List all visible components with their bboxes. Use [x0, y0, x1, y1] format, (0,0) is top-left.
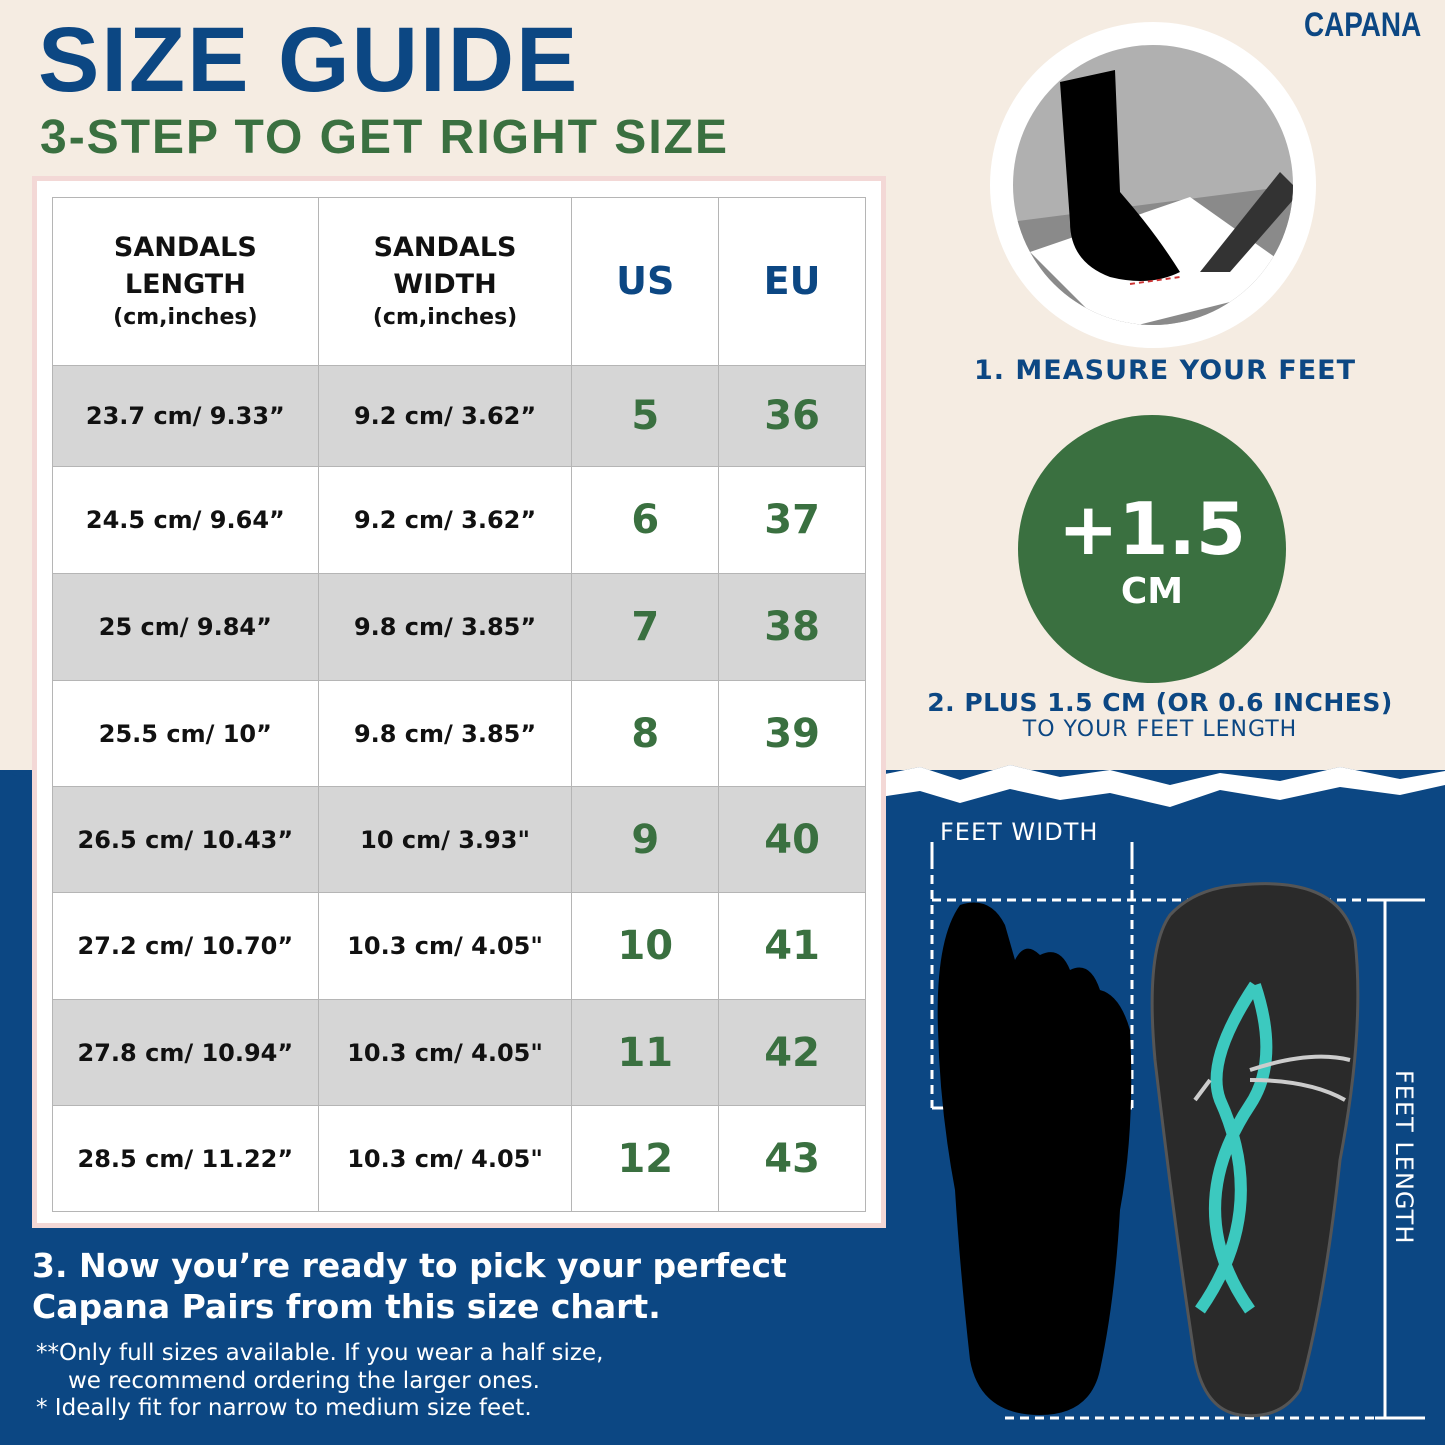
table-row: 27.8 cm/ 10.94” 10.3 cm/ 4.05" 11 42 [52, 999, 866, 1106]
width-cell: 10.3 cm/ 4.05" [317, 999, 573, 1106]
measure-feet-illustration [990, 22, 1316, 348]
plus-badge: +1.5 CM [1018, 415, 1286, 683]
header-eu: EU [718, 197, 866, 366]
us-size-cell: 10 [571, 892, 720, 1000]
feet-width-label: FEET WIDTH [940, 818, 1099, 846]
table-row: 24.5 cm/ 9.64” 9.2 cm/ 3.62” 6 37 [52, 466, 866, 574]
table-row: 25.5 cm/ 10” 9.8 cm/ 3.85” 8 39 [52, 680, 866, 787]
note-2: * Ideally fit for narrow to medium size … [36, 1395, 532, 1422]
length-cell: 25.5 cm/ 10” [52, 680, 319, 787]
length-cell: 26.5 cm/ 10.43” [52, 786, 319, 893]
us-size-cell: 12 [571, 1105, 720, 1212]
eu-size-cell: 41 [718, 892, 866, 1000]
header-length: SANDALS LENGTH (cm,inches) [52, 197, 319, 366]
us-size-cell: 5 [571, 365, 720, 467]
step-1-label: 1. MEASURE YOUR FEET [973, 355, 1357, 386]
note-1: **Only full sizes available. If you wear… [36, 1340, 604, 1366]
width-cell: 10.3 cm/ 4.05" [317, 892, 573, 1000]
notes: **Only full sizes available. If you wear… [36, 1340, 603, 1423]
eu-size-cell: 37 [718, 466, 866, 574]
width-cell: 9.2 cm/ 3.62” [317, 365, 573, 467]
eu-size-cell: 43 [718, 1105, 866, 1212]
header-us: US [571, 197, 720, 366]
us-size-cell: 11 [571, 999, 720, 1106]
width-cell: 9.2 cm/ 3.62” [317, 466, 573, 574]
step-2-line-1: 2. PLUS 1.5 CM (OR 0.6 INCHES) [927, 688, 1393, 717]
table-row: 25 cm/ 9.84” 9.8 cm/ 3.85” 7 38 [52, 573, 866, 681]
feet-length-label: FEET LENGTH [1390, 1070, 1418, 1245]
step-2-label: 2. PLUS 1.5 CM (OR 0.6 INCHES) TO YOUR F… [905, 688, 1415, 742]
length-cell: 28.5 cm/ 11.22” [52, 1105, 319, 1212]
table-row: 28.5 cm/ 11.22” 10.3 cm/ 4.05" 12 43 [52, 1105, 866, 1212]
eu-size-cell: 40 [718, 786, 866, 893]
page-title: SIZE GUIDE [38, 9, 580, 111]
length-cell: 27.8 cm/ 10.94” [52, 999, 319, 1106]
torn-paper-edge [880, 765, 1445, 815]
brand-logo: CAPANA [1304, 6, 1422, 44]
size-table: SANDALS LENGTH (cm,inches) SANDALS WIDTH(… [52, 197, 866, 1212]
eu-size-cell: 38 [718, 573, 866, 681]
us-size-cell: 7 [571, 573, 720, 681]
width-cell: 9.8 cm/ 3.85” [317, 680, 573, 787]
length-cell: 25 cm/ 9.84” [52, 573, 319, 681]
table-header-row: SANDALS LENGTH (cm,inches) SANDALS WIDTH(… [52, 197, 866, 366]
us-size-cell: 8 [571, 680, 720, 787]
step-2-line-2: TO YOUR FEET LENGTH [1022, 717, 1298, 742]
table-row: 26.5 cm/ 10.43” 10 cm/ 3.93" 9 40 [52, 786, 866, 893]
width-cell: 9.8 cm/ 3.85” [317, 573, 573, 681]
us-size-cell: 9 [571, 786, 720, 893]
width-cell: 10.3 cm/ 4.05" [317, 1105, 573, 1212]
torn-edge-left [0, 770, 40, 785]
eu-size-cell: 42 [718, 999, 866, 1106]
foot-sandal-diagram [930, 842, 1425, 1420]
eu-size-cell: 39 [718, 680, 866, 787]
foot-silhouette [937, 902, 1132, 1415]
badge-unit: CM [1120, 571, 1184, 612]
badge-value: +1.5 [1058, 487, 1246, 571]
length-cell: 27.2 cm/ 10.70” [52, 892, 319, 1000]
step-3-label: 3. Now you’re ready to pick your perfect… [32, 1246, 787, 1327]
length-cell: 24.5 cm/ 9.64” [52, 466, 319, 574]
page-subtitle: 3-STEP TO GET RIGHT SIZE [40, 111, 729, 164]
length-cell: 23.7 cm/ 9.33” [52, 365, 319, 467]
table-row: 23.7 cm/ 9.33” 9.2 cm/ 3.62” 5 36 [52, 365, 866, 467]
sandal-icon [1150, 882, 1360, 1418]
table-row: 27.2 cm/ 10.70” 10.3 cm/ 4.05" 10 41 [52, 892, 866, 1000]
us-size-cell: 6 [571, 466, 720, 574]
width-cell: 10 cm/ 3.93" [317, 786, 573, 893]
header-width: SANDALS WIDTH (cm,inches) [317, 197, 573, 366]
eu-size-cell: 36 [718, 365, 866, 467]
note-1-cont: we recommend ordering the larger ones. [68, 1367, 540, 1394]
